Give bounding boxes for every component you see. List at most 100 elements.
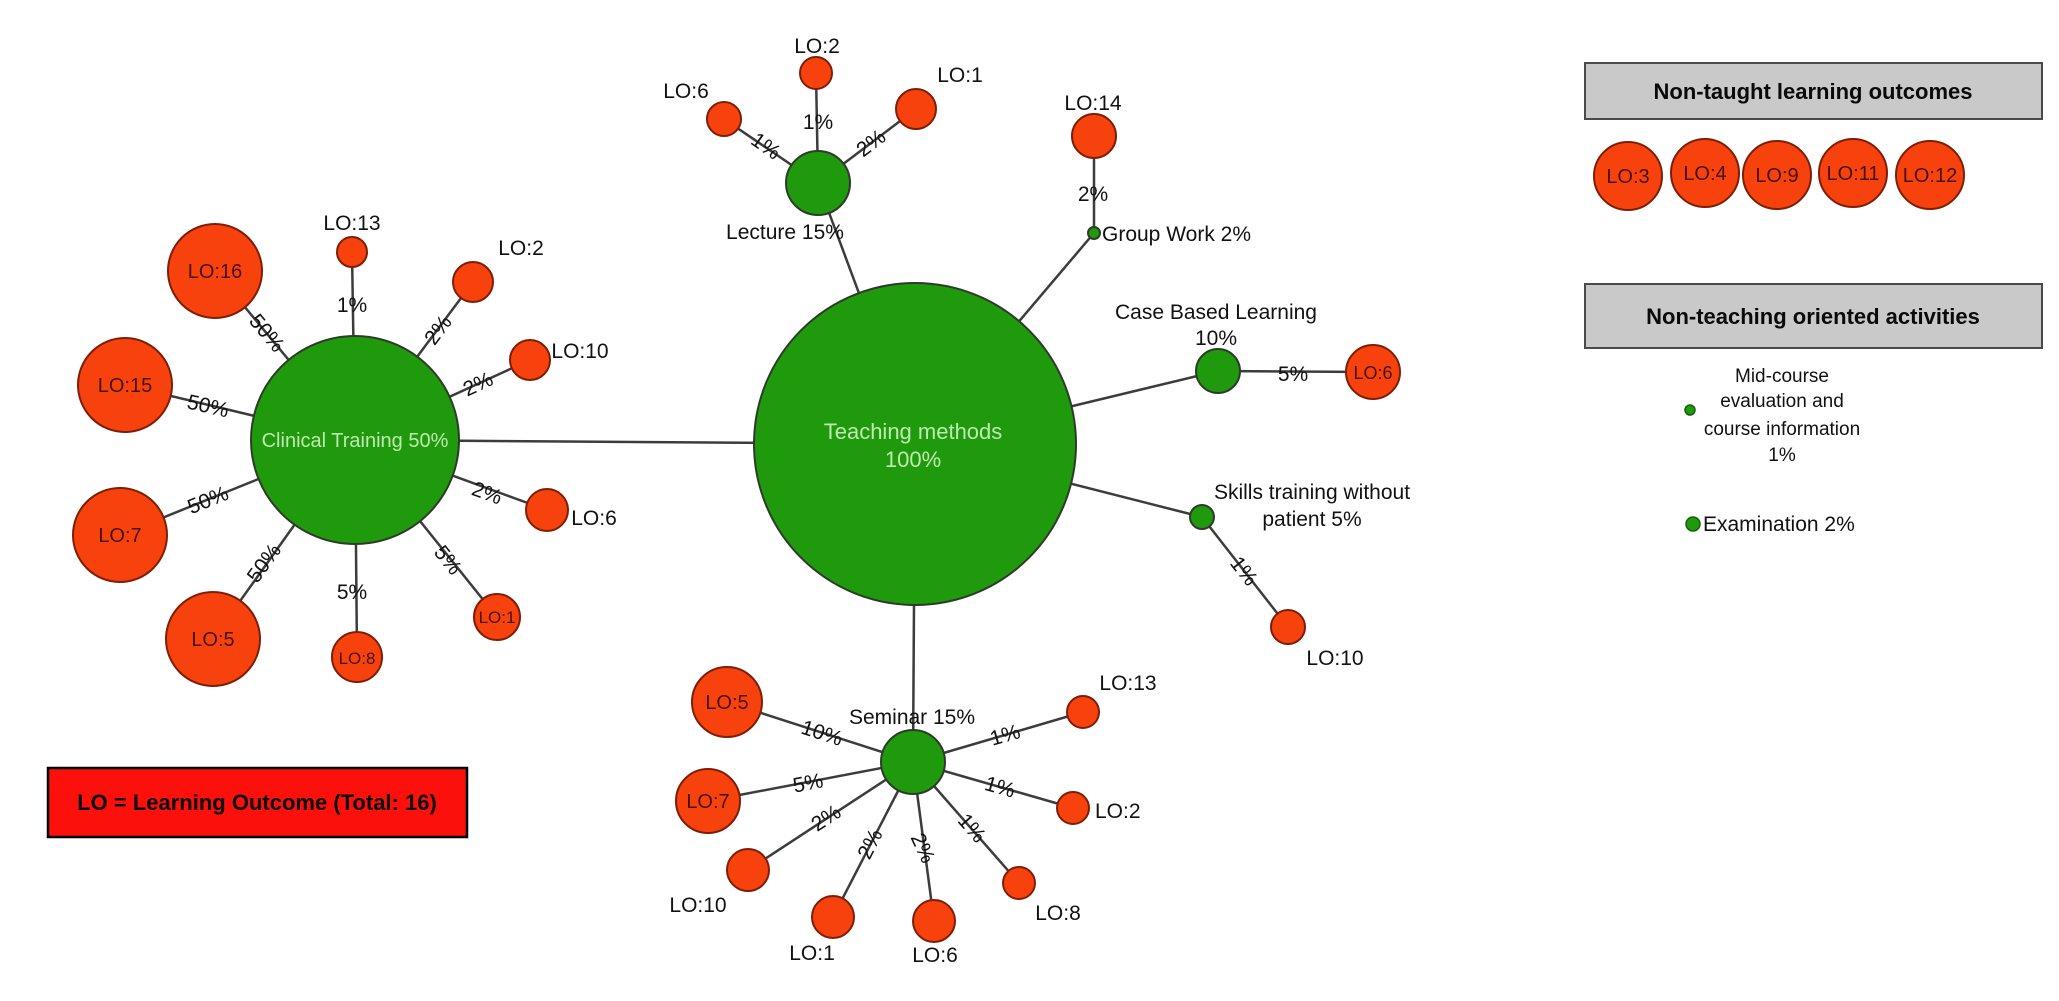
non-taught-header-box: [1584, 62, 2043, 120]
note-box-group: LO = Learning Outcome (Total: 16): [46, 766, 469, 839]
lo-label-seminar-lo8: LO:8: [1035, 902, 1081, 925]
edge-pct-seminar-lo13: 1%: [987, 720, 1023, 750]
skills-label-line1: Skills training without: [1214, 481, 1410, 504]
edge-pct-seminar-lo7: 5%: [791, 769, 825, 797]
note-text: LO = Learning Outcome (Total: 16): [77, 790, 437, 815]
lo-node-groupwork-lo14: [1071, 113, 1117, 159]
lo-label-clinical-lo15: LO:15: [98, 375, 152, 397]
lo-node-seminar-lo8: [1002, 866, 1036, 900]
node-case-based-learning: [1195, 348, 1241, 394]
legend-lo-label-lo11: LO:11: [1827, 163, 1880, 185]
branch-lo-labels: LO:14 2% LO:6 5% LO:10 1%: [1064, 92, 1392, 670]
non-teaching-header-box: [1584, 283, 2043, 349]
legend-non-teaching: Non-teaching oriented activities Mid-cou…: [1584, 283, 2043, 536]
lo-label-clinical-lo16: LO:16: [188, 261, 242, 283]
lo-node-clinical-lo13: [336, 236, 368, 268]
edge-skills-lo10: [1201, 516, 1289, 628]
edge-pct-clinical-lo10: 2%: [460, 368, 497, 402]
lo-label-clinical-lo8: LO:8: [339, 649, 376, 668]
edge-pct-clinical-lo1: 5%: [429, 541, 466, 579]
legend-lo-label-lo12: LO:12: [1903, 165, 1957, 187]
teaching-methods-label-line1: Teaching methods: [824, 419, 1003, 444]
edge-pct-lecture-lo1: 2%: [852, 125, 890, 162]
legend-lo-label-lo9: LO:9: [1755, 165, 1798, 187]
midcourse-dot: [1684, 404, 1696, 416]
lo-node-lecture-lo6: [706, 101, 742, 137]
lo-label-clinical-lo2: LO:2: [498, 237, 544, 260]
node-teaching-methods: [753, 282, 1077, 606]
lo-node-clinical-lo15: [77, 337, 173, 433]
legend-lo-node-lo9: [1742, 140, 1812, 210]
midcourse-line4: 1%: [1768, 445, 1796, 466]
midcourse-line2: evaluation and: [1720, 391, 1844, 412]
edge-pct-seminar-lo2: 1%: [982, 772, 1018, 802]
lo-label-seminar-lo1: LO:1: [789, 942, 835, 965]
lo-label-clinical-lo7: LO:7: [98, 525, 141, 547]
case-based-label-line1: Case Based Learning: [1115, 301, 1317, 324]
lo-label-lecture-lo6: LO:6: [663, 80, 709, 103]
lo-label-clinical-lo1: LO:1: [479, 608, 516, 627]
lo-node-seminar-lo13: [1066, 695, 1100, 729]
edge-pct-clinical-lo8: 5%: [337, 581, 367, 604]
midcourse-line1: Mid-course: [1735, 366, 1829, 387]
skills-label-line2: patient 5%: [1262, 508, 1361, 531]
lo-label-clinical-lo5: LO:5: [191, 629, 234, 651]
lo-node-clinical-lo16: [167, 223, 263, 319]
non-taught-header-title: Non-taught learning outcomes: [1654, 79, 1973, 104]
legend-lo-node-lo3: [1593, 141, 1663, 211]
edge-pct-seminar-lo6: 2%: [906, 830, 940, 867]
node-lecture: [785, 150, 851, 216]
edge-pct-seminar-lo5: 10%: [798, 716, 845, 751]
lo-label-clinical-lo10: LO:10: [551, 340, 608, 363]
legend-lo-label-lo4: LO:4: [1683, 163, 1726, 185]
lo-node-seminar-lo2: [1056, 791, 1090, 825]
node-group-work: [1087, 226, 1101, 240]
lo-node-casebased-lo6: [1345, 344, 1401, 400]
edge-pct-clinical-lo16: 50%: [244, 310, 289, 357]
legend-lo-node-lo11: [1818, 138, 1888, 208]
midcourse-line3: course information: [1704, 419, 1860, 440]
lo-node-seminar-lo10: [726, 848, 770, 892]
legend-lo-node-lo12: [1895, 140, 1965, 210]
edge-pct-lecture-lo2: 1%: [803, 111, 833, 134]
edge-pct-clinical-lo13: 1%: [337, 294, 367, 317]
lo-label-seminar-lo13: LO:13: [1099, 672, 1156, 695]
lo-label-groupwork-lo14: LO:14: [1064, 92, 1122, 115]
node-skills-training: [1189, 504, 1215, 530]
lo-label-casebased-lo6: LO:6: [1353, 363, 1392, 383]
edge-pct-skills-lo10: 1%: [1225, 552, 1262, 590]
lo-node-seminar-lo5: [691, 666, 763, 738]
nodes: [72, 56, 1401, 943]
lo-node-clinical-lo8: [331, 631, 383, 683]
lo-label-seminar-lo6: LO:6: [912, 944, 958, 967]
edge-pct-clinical-lo6: 2%: [469, 477, 505, 509]
edge-pct-clinical-lo7: 50%: [184, 482, 232, 519]
lo-node-lecture-lo2: [799, 56, 833, 90]
edge-pct-seminar-lo10: 2%: [807, 801, 845, 837]
lo-node-clinical-lo10: [509, 339, 551, 381]
lo-label-lecture-lo2: LO:2: [794, 35, 840, 58]
lo-label-seminar-lo5: LO:5: [705, 692, 748, 714]
teaching-methods-label-line2: 100%: [885, 447, 941, 472]
legend-lo-label-lo3: LO:3: [1606, 166, 1649, 188]
lo-label-lecture-lo1: LO:1: [937, 64, 983, 87]
lo-node-skills-lo10: [1270, 609, 1306, 645]
lo-label-seminar-lo2: LO:2: [1095, 800, 1141, 823]
edge-pct-groupwork-lo14: 2%: [1078, 183, 1108, 206]
lo-node-lecture-lo1: [895, 88, 937, 130]
node-clinical-training: [250, 335, 460, 545]
node-seminar: [880, 729, 946, 795]
lecture-lo-labels: LO:6 LO:2 LO:1 1% 1% 2%: [663, 35, 983, 165]
lo-node-clinical-lo6: [525, 488, 569, 532]
lecture-label: Lecture 15%: [726, 221, 844, 244]
edge-pct-casebased-lo6: 5%: [1278, 363, 1308, 386]
lo-node-clinical-lo1: [473, 593, 521, 641]
legend-non-taught: Non-taught learning outcomes LO:3 LO:4 L…: [1584, 62, 2043, 211]
case-based-label-line2: 10%: [1195, 327, 1237, 350]
edge-seminar-lo7: [707, 760, 914, 803]
group-work-label: Group Work 2%: [1102, 223, 1251, 246]
lo-label-skills-lo10: LO:10: [1306, 647, 1363, 670]
lo-label-seminar-lo7: LO:7: [686, 791, 729, 813]
